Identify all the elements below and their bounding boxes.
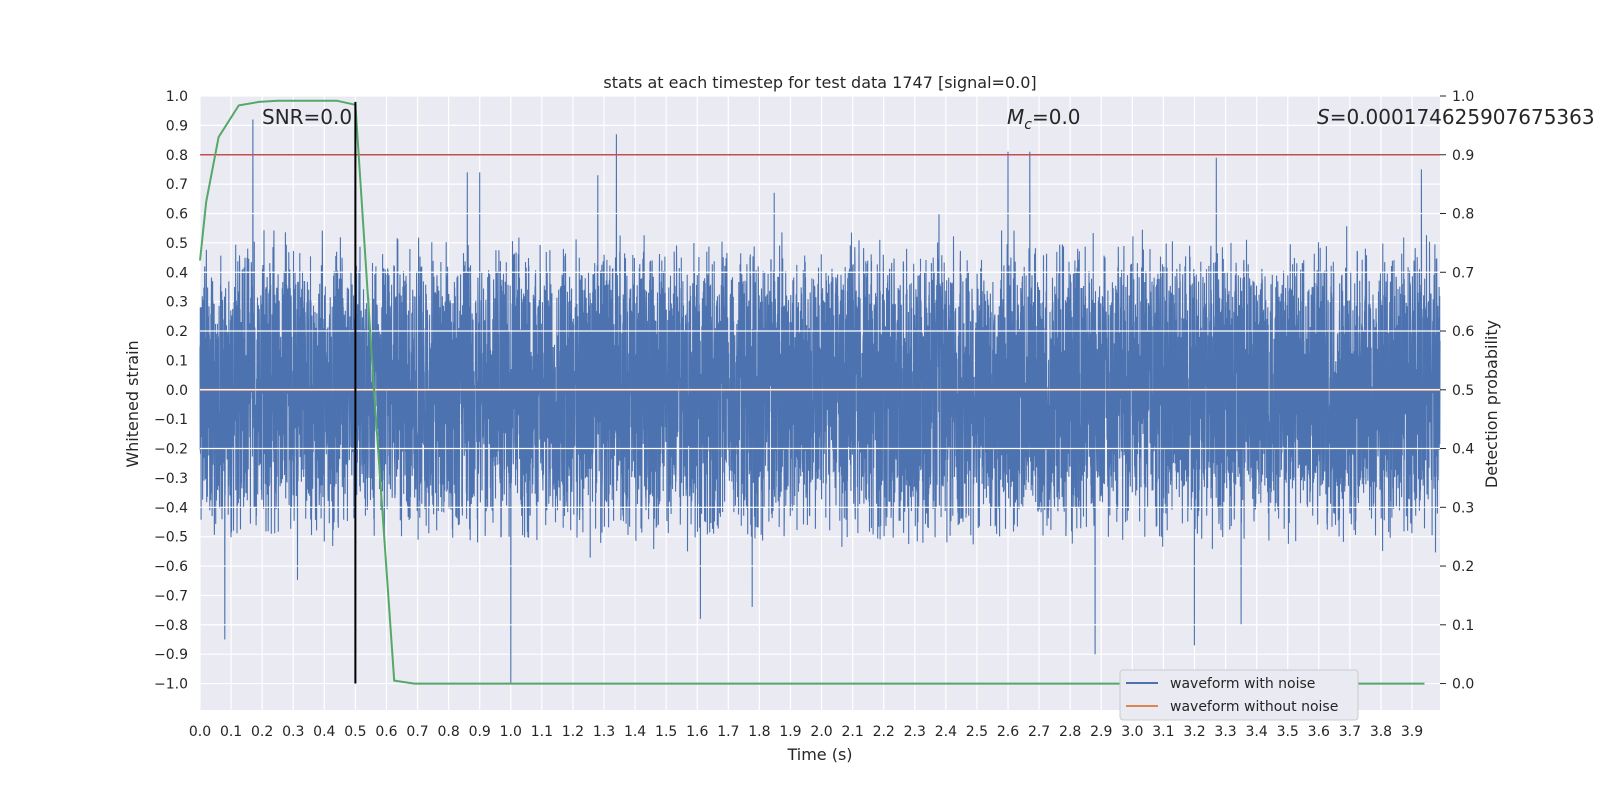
y-tick-label: 1.0	[166, 89, 188, 105]
x-tick-label: 0.4	[313, 724, 335, 740]
x-tick-label: 0.1	[220, 724, 242, 740]
x-tick-label: 1.9	[779, 724, 801, 740]
y-tick-label: 0.0	[166, 383, 188, 399]
y-tick-label: 0.4	[166, 265, 188, 281]
x-tick-label: 3.6	[1308, 724, 1330, 740]
x-tick-label: 3.4	[1246, 724, 1268, 740]
x-tick-label: 2.6	[997, 724, 1019, 740]
y-tick-label: −0.8	[154, 618, 188, 634]
x-tick-label: 0.8	[437, 724, 459, 740]
x-tick-label: 1.8	[748, 724, 770, 740]
s-symbol: S	[1317, 105, 1330, 129]
x-tick-label: 1.5	[655, 724, 677, 740]
y2-tick-label: 0.5	[1452, 383, 1474, 399]
y2-axis-label: Detection probability	[1482, 320, 1501, 488]
x-tick-label: 3.3	[1214, 724, 1236, 740]
y-tick-label: 0.1	[166, 353, 188, 369]
y2-tick-label: 0.1	[1452, 618, 1474, 634]
y2-tick-label: 0.4	[1452, 442, 1474, 458]
x-tick-label: 1.6	[686, 724, 708, 740]
x-tick-label: 1.7	[717, 724, 739, 740]
x-tick-label: 3.8	[1370, 724, 1392, 740]
y-tick-label: 0.3	[166, 295, 188, 311]
y2-tick-label: 1.0	[1452, 89, 1474, 105]
x-tick-label: 0.6	[375, 724, 397, 740]
mc-symbol: M	[1007, 105, 1024, 129]
s-annotation: S=0.00017462590767536​3	[1317, 105, 1595, 129]
series-detection-probability	[199, 99, 1425, 685]
x-tick-label: 2.4	[935, 724, 957, 740]
x-tick-label: 1.2	[562, 724, 584, 740]
y2-tick-label: 0.8	[1452, 207, 1474, 223]
x-tick-label: 3.0	[1121, 724, 1143, 740]
y-tick-label: 0.6	[166, 207, 188, 223]
y2-tick-label: 0.9	[1452, 148, 1474, 164]
legend-label-without-noise: waveform without noise	[1170, 699, 1338, 715]
x-tick-label: 2.5	[966, 724, 988, 740]
x-tick-label: 2.8	[1059, 724, 1081, 740]
snr-annotation: SNR=0.0	[262, 105, 352, 129]
x-tick-label: 0.0	[189, 724, 211, 740]
y2-tick-label: 0.6	[1452, 324, 1474, 340]
y-axis-ticks: 1.0 0.9 0.8 0.7 0.6 0.5 0.4 0.3 0.2 0.1 0.0 −0.1 −0.…	[154, 89, 188, 693]
y-tick-label: 0.8	[166, 148, 188, 164]
y-tick-label: 0.5	[166, 236, 188, 252]
x-tick-label: 0.5	[344, 724, 366, 740]
y-tick-label: −0.7	[154, 588, 188, 604]
x-tick-label: 2.3	[904, 724, 926, 740]
y-axis-label: Whitened strain	[123, 340, 142, 467]
x-tick-label: 2.2	[873, 724, 895, 740]
x-axis-label: Time (s)	[786, 745, 852, 764]
x-tick-label: 0.3	[282, 724, 304, 740]
x-tick-label: 1.0	[500, 724, 522, 740]
y-tick-label: 0.9	[166, 118, 188, 134]
x-tick-label: 3.1	[1152, 724, 1174, 740]
y2-tick-label: 0.0	[1452, 677, 1474, 693]
y-tick-label: −0.3	[154, 471, 188, 487]
waveform-with-noise-trace	[199, 119, 1441, 684]
mc-annotation: Mc=0.0	[1007, 105, 1081, 133]
x-tick-label: 1.3	[593, 724, 615, 740]
x-tick-label: 3.9	[1401, 724, 1423, 740]
s-value: =0.00017462590767536​3	[1330, 105, 1595, 129]
y-tick-label: −0.2	[154, 442, 188, 458]
x-tick-label: 0.7	[406, 724, 428, 740]
x-axis-ticks: 0.0 0.1 0.2 0.3 0.4 0.5 0.6 0.7 0.8 0.9 1.0 1.1 1.2 1…	[189, 724, 1423, 740]
legend-box	[1119, 669, 1359, 721]
y2-axis-ticks: 1.0 0.9 0.8 0.7 0.6 0.5 0.4 0.3 0.2 0.1 0.0	[1440, 89, 1474, 693]
series-waveform-with-noise	[199, 119, 1441, 684]
x-tick-label: 2.9	[1090, 724, 1112, 740]
legend-label-with-noise: waveform with noise	[1170, 676, 1315, 692]
x-tick-label: 2.1	[841, 724, 863, 740]
y-tick-label: −1.0	[154, 677, 188, 693]
mc-subscript: c	[1024, 117, 1032, 133]
x-tick-label: 0.9	[469, 724, 491, 740]
mc-value: =0.0	[1032, 105, 1081, 129]
y2-tick-label: 0.3	[1452, 500, 1474, 516]
y-tick-label: −0.1	[154, 412, 188, 428]
y-tick-label: −0.9	[154, 647, 188, 663]
x-tick-label: 2.7	[1028, 724, 1050, 740]
y-tick-label: −0.6	[154, 559, 188, 575]
x-tick-label: 3.5	[1277, 724, 1299, 740]
y-tick-label: 0.7	[166, 177, 188, 193]
y2-tick-label: 0.2	[1452, 559, 1474, 575]
x-tick-label: 0.2	[251, 724, 273, 740]
y-tick-label: −0.4	[154, 500, 188, 516]
x-tick-label: 1.1	[531, 724, 553, 740]
chart-title: stats at each timestep for test data 174…	[603, 73, 1036, 92]
y-tick-label: 0.2	[166, 324, 188, 340]
y2-tick-label: 0.7	[1452, 265, 1474, 281]
x-tick-label: 1.4	[624, 724, 646, 740]
x-tick-label: 3.7	[1339, 724, 1361, 740]
y2-gridlines	[200, 154, 1440, 626]
x-tick-label: 2.0	[810, 724, 832, 740]
y-tick-label: −0.5	[154, 530, 188, 546]
x-tick-label: 3.2	[1183, 724, 1205, 740]
legend: waveform with noise waveform without noi…	[1119, 669, 1359, 721]
